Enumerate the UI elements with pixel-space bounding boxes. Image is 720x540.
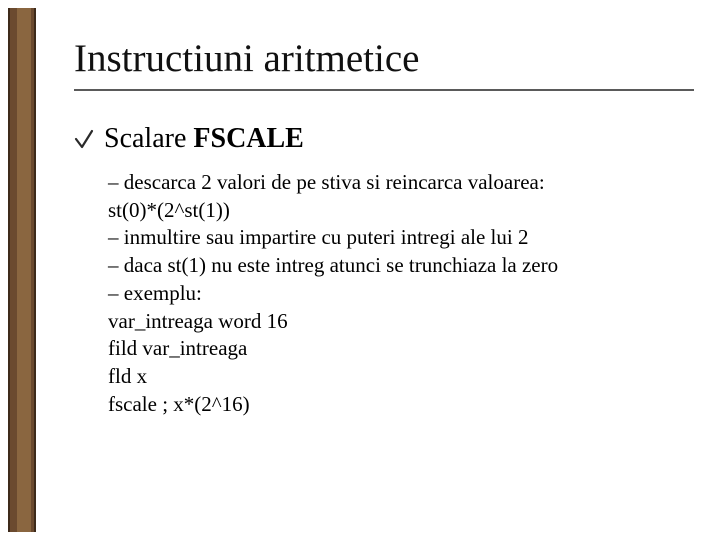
body-line: fld x [108,363,668,391]
body-line: – exemplu: [108,280,668,308]
body-line: fild var_intreaga [108,335,668,363]
body-line: st(0)*(2^st(1)) [108,197,668,225]
left-decorative-border [8,8,36,532]
left-border-inner [17,8,31,532]
subheading-prefix: Scalare [104,123,193,154]
slide-title: Instructiuni aritmetice [74,36,698,81]
body-line: var_intreaga word 16 [108,308,668,336]
subheading-bold: FSCALE [193,123,303,154]
body-line: fscale ; x*(2^16) [108,391,668,419]
title-underline [74,89,694,91]
body-line: – descarca 2 valori de pe stiva si reinc… [108,169,668,197]
slide-container: Instructiuni aritmetice Scalare FSCALE –… [0,0,720,540]
checkmark-icon [74,129,94,153]
subheading-row: Scalare FSCALE [74,123,698,155]
body-line: – inmultire sau impartire cu puteri intr… [108,224,668,252]
body-line: – daca st(1) nu este intreg atunci se tr… [108,252,668,280]
subheading-text: Scalare FSCALE [104,123,304,155]
body-content: – descarca 2 valori de pe stiva si reinc… [108,169,668,418]
